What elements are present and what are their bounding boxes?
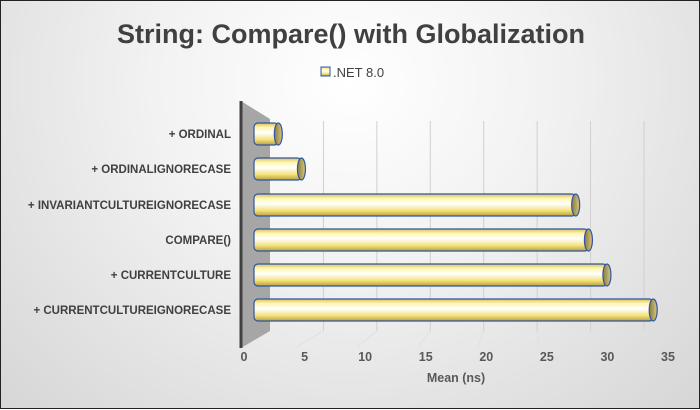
category-label: + ORDINAL <box>169 129 231 141</box>
bar-cap <box>296 157 307 181</box>
bar-cap <box>273 122 283 146</box>
x-tick-label: 10 <box>358 350 372 364</box>
floor-gridline <box>417 330 431 348</box>
bar-cap <box>602 263 612 287</box>
bar <box>253 228 590 252</box>
bar <box>253 298 654 322</box>
chart-title: String: Compare() with Globalization <box>117 19 585 49</box>
category-label: + ORDINALIGNORECASE <box>91 164 231 176</box>
floor-gridline <box>477 330 485 348</box>
x-tick-label: 20 <box>479 350 493 364</box>
bar <box>253 157 303 181</box>
x-tick-label: 5 <box>301 350 308 364</box>
category-label: + INVARIANTCULTUREIGNORECASE <box>28 200 231 212</box>
floor-gridline <box>536 330 540 348</box>
x-tick-label: 0 <box>241 350 248 364</box>
floor-gridline <box>356 330 378 348</box>
category-label: + CURRENTCULTURE <box>111 270 232 282</box>
floor-gridline <box>643 330 661 348</box>
bar-cap <box>648 298 658 322</box>
bar <box>253 263 608 287</box>
bar-cap <box>583 228 594 252</box>
category-label: + CURRENTCULTUREIGNORECASE <box>33 305 231 317</box>
bar <box>253 193 577 217</box>
x-axis-label: Mean (ns) <box>427 371 485 385</box>
floor-gridline <box>590 330 600 348</box>
floor-gridline <box>296 330 324 348</box>
x-tick-label: 25 <box>540 350 554 364</box>
x-tick-label: 30 <box>600 350 614 364</box>
bar-cap <box>571 193 581 217</box>
legend-label: .NET 8.0 <box>333 65 384 80</box>
legend: .NET 8.0 <box>320 65 384 80</box>
x-tick-label: 15 <box>419 350 433 364</box>
x-tick-label: 35 <box>661 350 675 364</box>
legend-swatch <box>320 66 331 77</box>
category-label: COMPARE() <box>165 235 231 247</box>
